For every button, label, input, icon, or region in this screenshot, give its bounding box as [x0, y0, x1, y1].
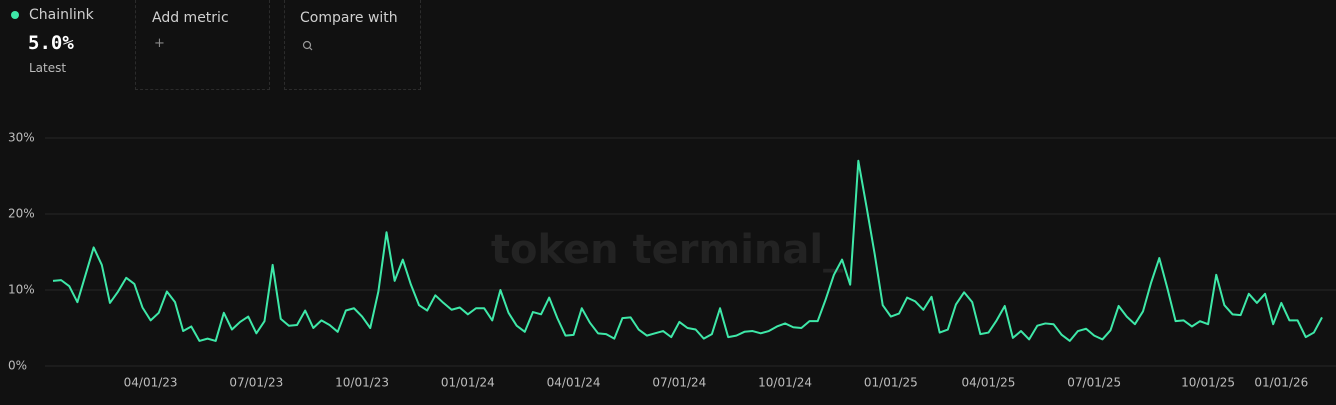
y-tick-label: 10% [8, 283, 35, 297]
x-tick-label: 04/01/23 [124, 376, 178, 390]
x-tick-label: 04/01/25 [962, 376, 1016, 390]
y-tick-label: 0% [8, 359, 27, 373]
x-tick-label: 01/01/24 [441, 376, 495, 390]
legend-label: Chainlink [29, 7, 94, 23]
latest-label: Latest [29, 61, 67, 75]
y-tick-label: 30% [8, 131, 35, 145]
x-tick-label: 10/01/23 [335, 376, 389, 390]
add-metric-label: Add metric [152, 10, 229, 26]
compare-box[interactable]: Compare with [284, 0, 421, 90]
series-line [52, 159, 1323, 342]
latest-value: 5.0% [28, 32, 74, 54]
x-tick-label: 07/01/25 [1067, 376, 1121, 390]
y-tick-label: 20% [8, 207, 35, 221]
x-tick-label: 01/01/26 [1254, 376, 1308, 390]
compare-label: Compare with [300, 10, 398, 26]
watermark: token terminal_ [491, 227, 843, 273]
x-tick-label: 10/01/24 [758, 376, 812, 390]
add-metric-box[interactable]: Add metric + [135, 0, 270, 90]
search-icon [302, 40, 313, 51]
legend-dot [11, 11, 19, 19]
x-tick-label: 01/01/25 [864, 376, 918, 390]
x-tick-label: 10/01/25 [1181, 376, 1235, 390]
add-icon: + [154, 36, 165, 51]
x-tick-label: 07/01/23 [229, 376, 283, 390]
x-tick-label: 07/01/24 [652, 376, 706, 390]
x-tick-label: 04/01/24 [547, 376, 601, 390]
